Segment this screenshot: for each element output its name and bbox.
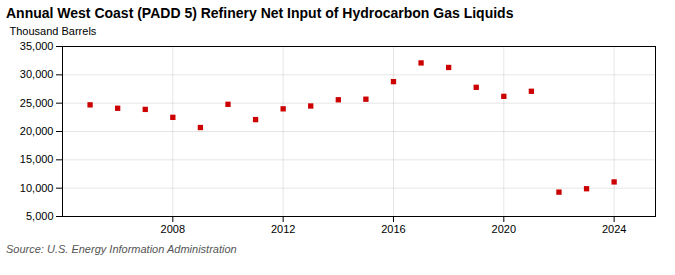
svg-text:2020: 2020 — [492, 223, 516, 235]
svg-text:25,000: 25,000 — [20, 97, 54, 109]
svg-text:2024: 2024 — [602, 223, 626, 235]
svg-text:5,000: 5,000 — [26, 210, 54, 222]
svg-text:30,000: 30,000 — [20, 68, 54, 80]
svg-text:35,000: 35,000 — [20, 40, 54, 52]
html-text:Source: U.S. Energy Informatio: Source: U.S. Energy Information Administ… — [6, 243, 237, 255]
svg-text:15,000: 15,000 — [20, 153, 54, 165]
svg-text:10,000: 10,000 — [20, 182, 54, 194]
svg-text:20,000: 20,000 — [20, 125, 54, 137]
html-text:Annual West Coast (PADD 5) Ref: Annual West Coast (PADD 5) Refinery Net … — [6, 5, 514, 21]
svg-text:2012: 2012 — [271, 223, 295, 235]
svg-text:2008: 2008 — [161, 223, 185, 235]
svg-text:Thousand Barrels: Thousand Barrels — [10, 25, 97, 37]
svg-text:2016: 2016 — [381, 223, 405, 235]
